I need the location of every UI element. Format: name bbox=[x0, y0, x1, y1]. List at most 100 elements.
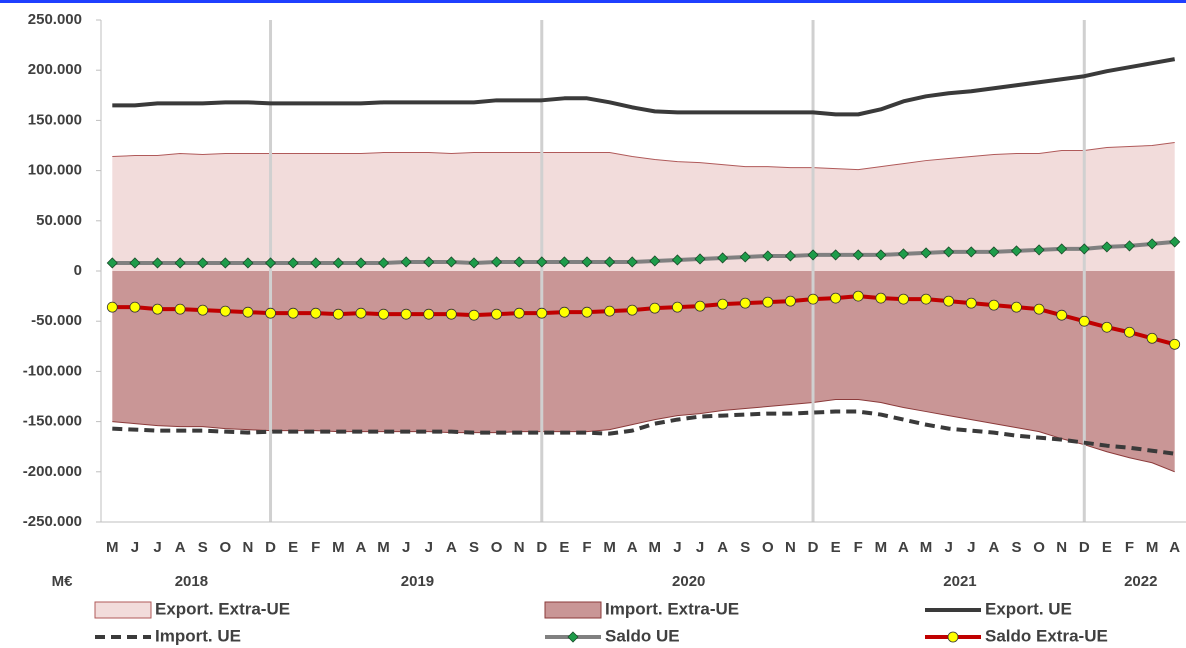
marker bbox=[332, 257, 344, 269]
marker bbox=[423, 256, 435, 268]
marker bbox=[558, 306, 570, 318]
marker bbox=[830, 292, 842, 304]
legend-item: Export. Extra-UE bbox=[94, 599, 290, 619]
marker bbox=[1101, 241, 1113, 253]
marker bbox=[897, 248, 910, 260]
marker bbox=[581, 306, 593, 318]
x-tick-label: S bbox=[198, 539, 208, 556]
y-tick-label: -150.000 bbox=[23, 413, 82, 430]
x-tick-label: M bbox=[920, 539, 933, 556]
marker bbox=[1123, 240, 1136, 252]
x-tick-label: M bbox=[1146, 539, 1159, 556]
marker bbox=[739, 297, 751, 309]
marker bbox=[1010, 245, 1023, 257]
x-tick-label: S bbox=[469, 539, 479, 556]
x-tick-label: E bbox=[559, 539, 569, 556]
marker bbox=[513, 307, 525, 319]
x-tick-label: A bbox=[898, 539, 909, 556]
marker bbox=[287, 307, 299, 319]
marker bbox=[943, 246, 955, 258]
marker bbox=[242, 257, 254, 269]
x-tick-label: N bbox=[514, 539, 525, 556]
marker bbox=[649, 255, 661, 267]
marker bbox=[219, 305, 231, 317]
marker bbox=[197, 257, 209, 269]
marker bbox=[355, 307, 367, 319]
marker bbox=[1124, 326, 1135, 338]
year-label: 2022 bbox=[1124, 573, 1157, 590]
legend-item: Import. UE bbox=[95, 626, 241, 645]
marker bbox=[264, 257, 277, 269]
marker bbox=[830, 249, 842, 261]
x-tick-label: A bbox=[356, 539, 367, 556]
x-tick-label: F bbox=[311, 539, 320, 556]
x-tick-label: F bbox=[854, 539, 863, 556]
marker bbox=[694, 253, 706, 265]
marker bbox=[106, 301, 118, 313]
line bbox=[112, 57, 1176, 117]
marker bbox=[310, 307, 322, 319]
legend-label: Import. Extra-UE bbox=[605, 599, 739, 618]
year-label: 2019 bbox=[401, 573, 434, 590]
marker bbox=[626, 304, 638, 316]
marker bbox=[920, 293, 932, 305]
marker bbox=[785, 295, 796, 307]
area bbox=[112, 271, 1175, 472]
marker bbox=[852, 290, 864, 302]
marker bbox=[1078, 243, 1090, 255]
y-tick-label: 250.000 bbox=[28, 11, 82, 28]
marker bbox=[377, 257, 390, 269]
marker bbox=[762, 296, 774, 308]
marker bbox=[400, 256, 412, 268]
marker bbox=[875, 249, 887, 261]
x-tick-label: E bbox=[288, 539, 298, 556]
x-tick-label: M bbox=[649, 539, 662, 556]
marker bbox=[265, 307, 276, 319]
x-tick-label: N bbox=[243, 539, 254, 556]
marker bbox=[965, 297, 977, 309]
x-tick-label: A bbox=[1169, 539, 1180, 556]
marker bbox=[694, 300, 706, 312]
marker bbox=[355, 257, 367, 269]
marker bbox=[513, 256, 525, 268]
marker bbox=[310, 257, 322, 269]
x-tick-label: J bbox=[696, 539, 704, 556]
marker bbox=[852, 249, 864, 261]
marker bbox=[152, 303, 163, 315]
legend-label: Export. Extra-UE bbox=[155, 599, 290, 618]
marker bbox=[1169, 338, 1181, 350]
marker bbox=[491, 256, 503, 268]
x-tick-label: A bbox=[988, 539, 999, 556]
marker bbox=[378, 308, 389, 320]
area bbox=[112, 142, 1175, 271]
marker bbox=[604, 305, 615, 317]
x-tick-label: D bbox=[808, 539, 819, 556]
x-tick-label: N bbox=[1056, 539, 1067, 556]
marker bbox=[604, 256, 616, 268]
marker bbox=[1078, 315, 1090, 327]
marker bbox=[1011, 301, 1022, 313]
legend-item: Import. Extra-UE bbox=[544, 599, 739, 619]
marker bbox=[445, 256, 457, 268]
marker bbox=[197, 304, 209, 316]
x-tick-label: A bbox=[175, 539, 186, 556]
marker bbox=[988, 246, 1000, 258]
marker bbox=[947, 631, 959, 643]
x-tick-label: A bbox=[717, 539, 728, 556]
x-tick-label: D bbox=[265, 539, 276, 556]
marker bbox=[626, 256, 638, 268]
area-edge bbox=[112, 141, 1175, 171]
marker bbox=[672, 301, 683, 313]
x-tick-label: O bbox=[491, 539, 503, 556]
y-tick-label: -100.000 bbox=[23, 362, 82, 379]
marker bbox=[649, 302, 661, 314]
marker bbox=[717, 252, 729, 264]
marker bbox=[1033, 244, 1045, 256]
y-tick-label: 0 bbox=[74, 262, 82, 279]
line bbox=[112, 409, 1175, 456]
x-tick-label: S bbox=[1011, 539, 1021, 556]
x-tick-label: S bbox=[740, 539, 750, 556]
x-tick-label: E bbox=[831, 539, 841, 556]
legend-swatch bbox=[94, 601, 152, 619]
marker bbox=[332, 308, 344, 320]
